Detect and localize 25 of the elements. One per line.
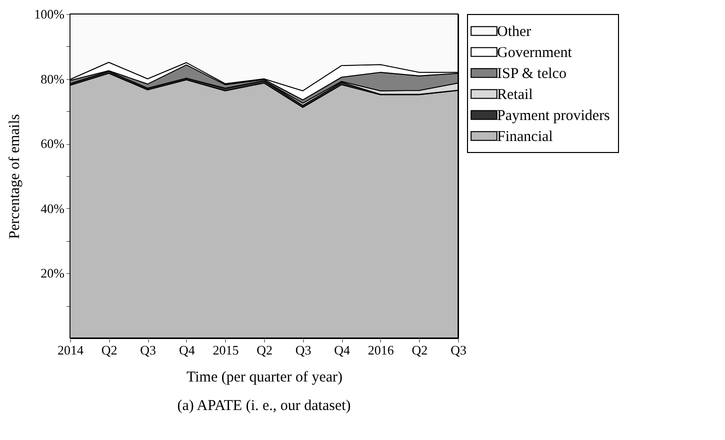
y-axis-title: Percentage of emails xyxy=(7,114,24,239)
y-tick-label: 100% xyxy=(34,6,65,22)
y-tick-label: 40% xyxy=(40,200,65,216)
x-tick-label: Q3 xyxy=(450,342,466,358)
x-tick-label: 2015 xyxy=(212,342,239,358)
x-tick-label: 2016 xyxy=(368,342,394,358)
x-tick-label: Q2 xyxy=(101,342,118,358)
legend-label: ISP & telco xyxy=(497,66,566,82)
x-tick-label: Q2 xyxy=(412,342,428,358)
x-tick-label: Q3 xyxy=(295,342,312,358)
y-tick-label: 60% xyxy=(40,136,65,152)
y-tick-label: 20% xyxy=(40,266,65,281)
x-axis-title: Time (per quarter of year) xyxy=(186,370,343,386)
legend-label: Payment providers xyxy=(497,108,610,124)
legend-label: Retail xyxy=(497,87,533,103)
text: (a) APATE (i. e., our dataset) xyxy=(177,398,351,414)
x-tick-label: Q3 xyxy=(140,342,156,358)
x-tick-label: Q2 xyxy=(256,342,272,358)
legend-label: Financial xyxy=(497,129,553,145)
legend-label: Government xyxy=(497,45,573,61)
x-tick-label: Q4 xyxy=(334,342,351,358)
y-tick-label: 80% xyxy=(40,71,65,86)
legend-label: Other xyxy=(497,24,532,40)
x-tick-label: 2014 xyxy=(58,342,84,358)
x-tick-label: Q4 xyxy=(178,342,196,358)
